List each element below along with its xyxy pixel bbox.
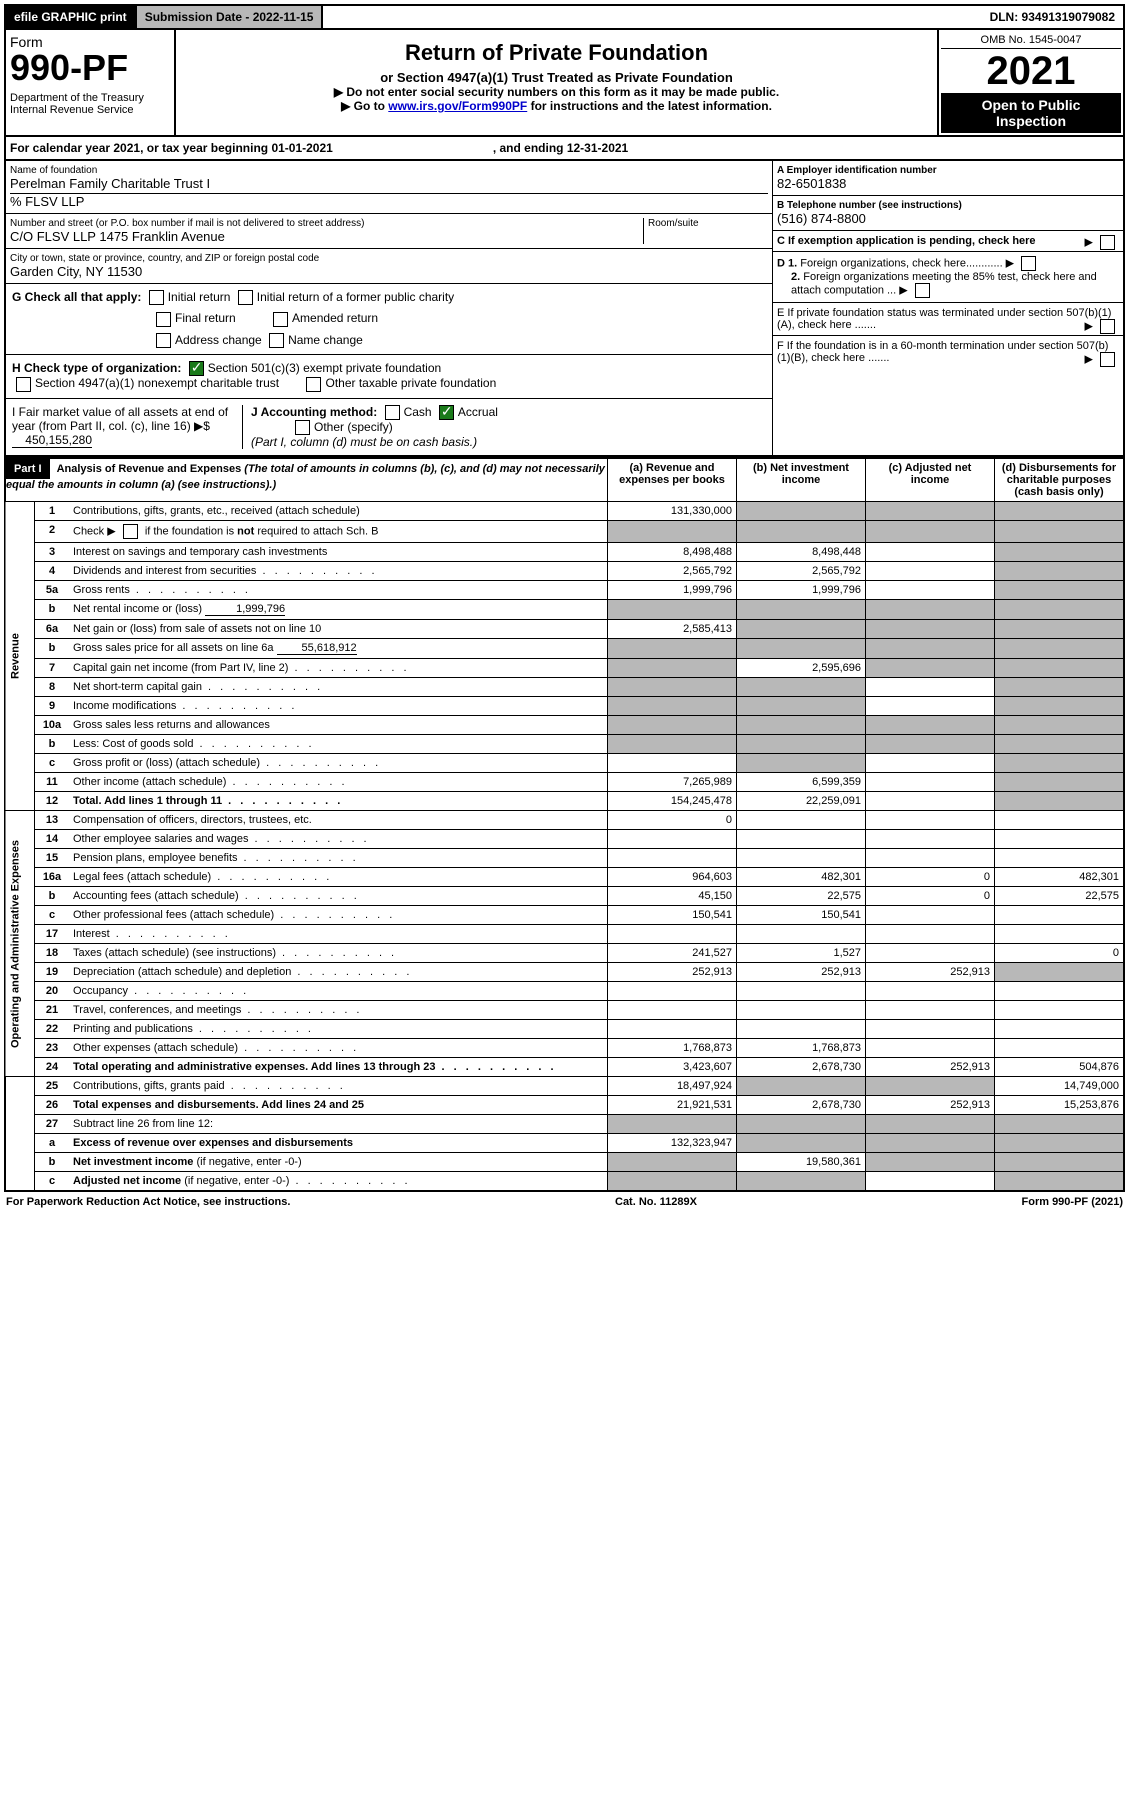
instruction-2: ▶ Go to www.irs.gov/Form990PF for instru… xyxy=(182,99,931,113)
open-public: Open to Public Inspection xyxy=(941,93,1121,133)
cal-year-begin: For calendar year 2021, or tax year begi… xyxy=(10,141,333,155)
fmv-label: I Fair market value of all assets at end… xyxy=(12,405,228,433)
initial-former-check[interactable] xyxy=(238,290,253,305)
tax-year: 2021 xyxy=(941,49,1121,93)
g-check-row: G Check all that apply: Initial return I… xyxy=(12,290,766,305)
address-change-check[interactable] xyxy=(156,333,171,348)
header-left: Form 990-PF Department of the TreasuryIn… xyxy=(6,30,176,135)
4947-check[interactable] xyxy=(16,377,31,392)
footer-mid: Cat. No. 11289X xyxy=(615,1196,697,1208)
revenue-side-label: Revenue xyxy=(5,502,35,811)
other-taxable-check[interactable] xyxy=(306,377,321,392)
dept-label: Department of the TreasuryInternal Reven… xyxy=(10,92,170,116)
form-header: Form 990-PF Department of the TreasuryIn… xyxy=(4,30,1125,137)
foundation-name: Perelman Family Charitable Trust I xyxy=(10,176,768,191)
501c3-check[interactable] xyxy=(189,361,204,376)
calendar-year-row: For calendar year 2021, or tax year begi… xyxy=(4,137,1125,161)
col-a-header: (a) Revenue and expenses per books xyxy=(608,458,737,502)
info-right: A Employer identification number 82-6501… xyxy=(772,161,1123,455)
form-number: 990-PF xyxy=(10,50,170,86)
page-footer: For Paperwork Reduction Act Notice, see … xyxy=(4,1192,1125,1212)
header-right: OMB No. 1545-0047 2021 Open to Public In… xyxy=(937,30,1123,135)
d1-check[interactable] xyxy=(1021,256,1036,271)
city-label: City or town, state or province, country… xyxy=(10,253,768,264)
dln-label: DLN: 93491319079082 xyxy=(982,6,1123,28)
fmv-value: 450,155,280 xyxy=(12,433,92,448)
ein-value: 82-6501838 xyxy=(777,176,1119,191)
amended-check[interactable] xyxy=(273,312,288,327)
col-b-header: (b) Net investment income xyxy=(737,458,866,502)
c-label: C If exemption application is pending, c… xyxy=(777,235,1036,247)
cash-check[interactable] xyxy=(385,405,400,420)
name-label: Name of foundation xyxy=(10,165,768,176)
schb-check[interactable] xyxy=(123,524,138,539)
address: C/O FLSV LLP 1475 Franklin Avenue xyxy=(10,229,643,244)
f-label: F If the foundation is in a 60-month ter… xyxy=(777,340,1108,364)
form-link[interactable]: www.irs.gov/Form990PF xyxy=(388,99,527,113)
cal-year-end: , and ending 12-31-2021 xyxy=(493,141,628,155)
e-label: E If private foundation status was termi… xyxy=(777,307,1111,331)
other-method-check[interactable] xyxy=(295,420,310,435)
initial-return-check[interactable] xyxy=(149,290,164,305)
final-return-check[interactable] xyxy=(156,312,171,327)
e-check[interactable] xyxy=(1100,319,1115,334)
f-check[interactable] xyxy=(1100,352,1115,367)
submission-date: Submission Date - 2022-11-15 xyxy=(137,6,324,28)
footer-left: For Paperwork Reduction Act Notice, see … xyxy=(6,1196,290,1208)
c-check[interactable] xyxy=(1100,235,1115,250)
tel-value: (516) 874-8800 xyxy=(777,211,1119,226)
care-of: % FLSV LLP xyxy=(10,193,768,209)
city-value: Garden City, NY 11530 xyxy=(10,264,768,279)
expenses-side-label: Operating and Administrative Expenses xyxy=(5,811,35,1077)
form-subtitle: or Section 4947(a)(1) Trust Treated as P… xyxy=(182,70,931,85)
col-c-header: (c) Adjusted net income xyxy=(866,458,995,502)
top-bar: efile GRAPHIC print Submission Date - 20… xyxy=(4,4,1125,30)
form-title: Return of Private Foundation xyxy=(182,40,931,66)
omb-number: OMB No. 1545-0047 xyxy=(941,32,1121,49)
instruction-1: ▶ Do not enter social security numbers o… xyxy=(182,85,931,99)
footer-right: Form 990-PF (2021) xyxy=(1022,1196,1124,1208)
info-left: Name of foundation Perelman Family Chari… xyxy=(6,161,772,455)
ein-label: A Employer identification number xyxy=(777,165,1119,176)
addr-label: Number and street (or P.O. box number if… xyxy=(10,218,643,229)
part1-table: Part I Analysis of Revenue and Expenses … xyxy=(4,457,1125,1192)
name-change-check[interactable] xyxy=(269,333,284,348)
accrual-check[interactable] xyxy=(439,405,454,420)
tel-label: B Telephone number (see instructions) xyxy=(777,200,1119,211)
col-d-header: (d) Disbursements for charitable purpose… xyxy=(995,458,1125,502)
efile-label: efile GRAPHIC print xyxy=(6,6,137,28)
info-grid: Name of foundation Perelman Family Chari… xyxy=(4,161,1125,457)
room-label: Room/suite xyxy=(648,218,768,229)
header-mid: Return of Private Foundation or Section … xyxy=(176,30,937,135)
d2-check[interactable] xyxy=(915,283,930,298)
